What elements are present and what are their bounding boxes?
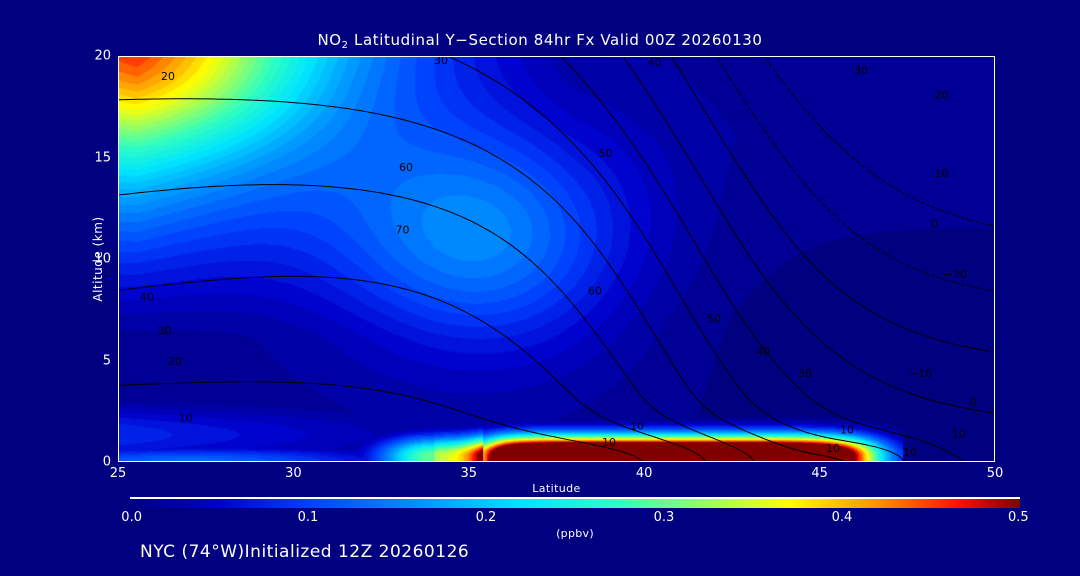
contour-label-group: 50: [707, 313, 721, 326]
contour-label-group: 30: [798, 367, 812, 380]
contour-label: 40: [648, 57, 662, 69]
x-tick-label: 40: [635, 466, 653, 481]
contour-label-group: 40: [756, 345, 770, 358]
contour-label: 40: [756, 345, 770, 358]
contour-label-group: 10: [952, 428, 966, 441]
y-tick-label: 10: [94, 251, 111, 267]
colorbar-tick-label: 0.1: [297, 510, 319, 525]
x-tick-label: 25: [109, 466, 127, 481]
colorbar: [130, 497, 1020, 508]
contour-line-40: [119, 98, 844, 461]
contour-line-10: [623, 57, 994, 414]
contour-label-group: 60: [588, 284, 602, 297]
y-tick-label: 20: [94, 48, 111, 64]
contour-label-group: 10: [179, 412, 193, 425]
footer-caption: NYC (74°W)Initialized 12Z 20260126: [140, 542, 470, 562]
colorbar-ticks: 0.0 0.1 0.2 0.3 0.4 0.5: [121, 510, 1028, 528]
contour-line-20: [561, 57, 965, 461]
contour-label-group: −10: [909, 367, 932, 380]
contour-line-60: [119, 275, 706, 461]
contour-label: 0: [931, 218, 938, 231]
contour-label: 30: [434, 57, 448, 67]
contour-label-group: 10: [935, 167, 949, 180]
contour-label: 60: [588, 284, 602, 297]
colorbar-tick-label: 0.3: [653, 510, 675, 525]
contour-label-group: 0: [970, 395, 977, 408]
x-tick-label: 30: [285, 466, 302, 481]
colorbar-unit-label: (ppbv): [556, 527, 594, 540]
x-axis-ticks: 25 30 35 40 45 50: [110, 466, 1004, 486]
contour-label: 20: [168, 355, 182, 368]
contour-label: 0: [970, 395, 977, 408]
contour-label-group: 10: [840, 424, 854, 437]
y-tick-label: 5: [102, 353, 111, 368]
contour-label-group: 40: [648, 57, 662, 69]
contour-line--20: [764, 57, 994, 227]
contour-label-group: 10: [826, 442, 840, 455]
y-tick-label: 0: [102, 454, 111, 470]
contour-label: −20: [944, 268, 967, 281]
contour-label: 10: [630, 420, 644, 433]
colorbar-tick-label: 0.5: [1008, 510, 1029, 525]
contour-label-group: 30: [854, 64, 868, 77]
colorbar-tick-label: 0.4: [831, 510, 853, 525]
contour-label: 30: [158, 325, 172, 338]
contour-label-group: 60: [399, 161, 413, 174]
contour-line-0: [671, 57, 994, 353]
contour-label-group: 20: [161, 70, 175, 83]
contour-label: 30: [854, 64, 868, 77]
title-rest: Latitudinal Y−Section 84hr Fx Valid 00Z …: [348, 31, 763, 49]
contour-label-group: −20: [944, 268, 967, 281]
contour-label-group: 50: [599, 147, 613, 160]
y-axis-ticks: 0 5 10 15 20: [78, 49, 111, 470]
contour-label-group: 40: [140, 290, 154, 303]
contour-label: 10: [935, 167, 949, 180]
contour-label: 10: [903, 446, 917, 459]
contour-label-group: 10: [630, 420, 644, 433]
plot-canvas: 20 30 40 50 60 70 60 50 40 30 40 30 20 10 10 10 10 10 10 30…: [119, 57, 994, 461]
colorbar-tick-label: 0.2: [475, 510, 497, 525]
contour-label: 10: [840, 424, 854, 437]
x-tick-label: 35: [460, 466, 478, 481]
x-tick-label: 45: [811, 466, 828, 481]
contour-label: 50: [599, 147, 613, 160]
contour-label-group: 0: [931, 218, 938, 231]
contour-label: 30: [798, 367, 812, 380]
contour-label: 10: [952, 428, 966, 441]
contour-label-group: 70: [396, 224, 410, 237]
contour-line-30: [449, 57, 905, 461]
contour-label-group: 20: [168, 355, 182, 368]
contour-label: 20: [161, 70, 175, 83]
contour-label-group: 10: [602, 436, 616, 449]
y-tick-label: 15: [94, 150, 111, 165]
colorbar-tick-label: 0.0: [121, 510, 142, 525]
contour-label-group: 10: [903, 446, 917, 459]
x-axis-label: Latitude: [532, 482, 581, 495]
contour-label-group: 20: [935, 88, 949, 101]
contour-label: 50: [707, 313, 721, 326]
colorbar-gradient: [130, 497, 1020, 508]
contour-label: 10: [602, 436, 616, 449]
contour-line-70: [119, 381, 643, 461]
contour-label: 10: [826, 442, 840, 455]
contour-label: 70: [396, 224, 410, 237]
x-tick-label: 50: [986, 466, 1004, 481]
title-species: NO: [317, 31, 342, 49]
contour-line--10: [716, 57, 994, 292]
chart-title: NO2 Latitudinal Y−Section 84hr Fx Valid …: [0, 31, 1080, 51]
contour-label: 60: [399, 161, 413, 174]
contour-label: 40: [140, 290, 154, 303]
contour-label: 20: [935, 88, 949, 101]
contour-label: 10: [179, 412, 193, 425]
contour-label-group: 30: [434, 57, 448, 67]
contour-label-group: 30: [158, 325, 172, 338]
contour-line-50: [119, 184, 755, 461]
shaded-field: [119, 57, 994, 461]
plot-area: 20 30 40 50 60 70 60 50 40 30 40 30 20 10 10 10 10 10 10 30…: [118, 56, 995, 462]
title-subscript: 2: [341, 40, 349, 51]
contour-label: −10: [909, 367, 932, 380]
